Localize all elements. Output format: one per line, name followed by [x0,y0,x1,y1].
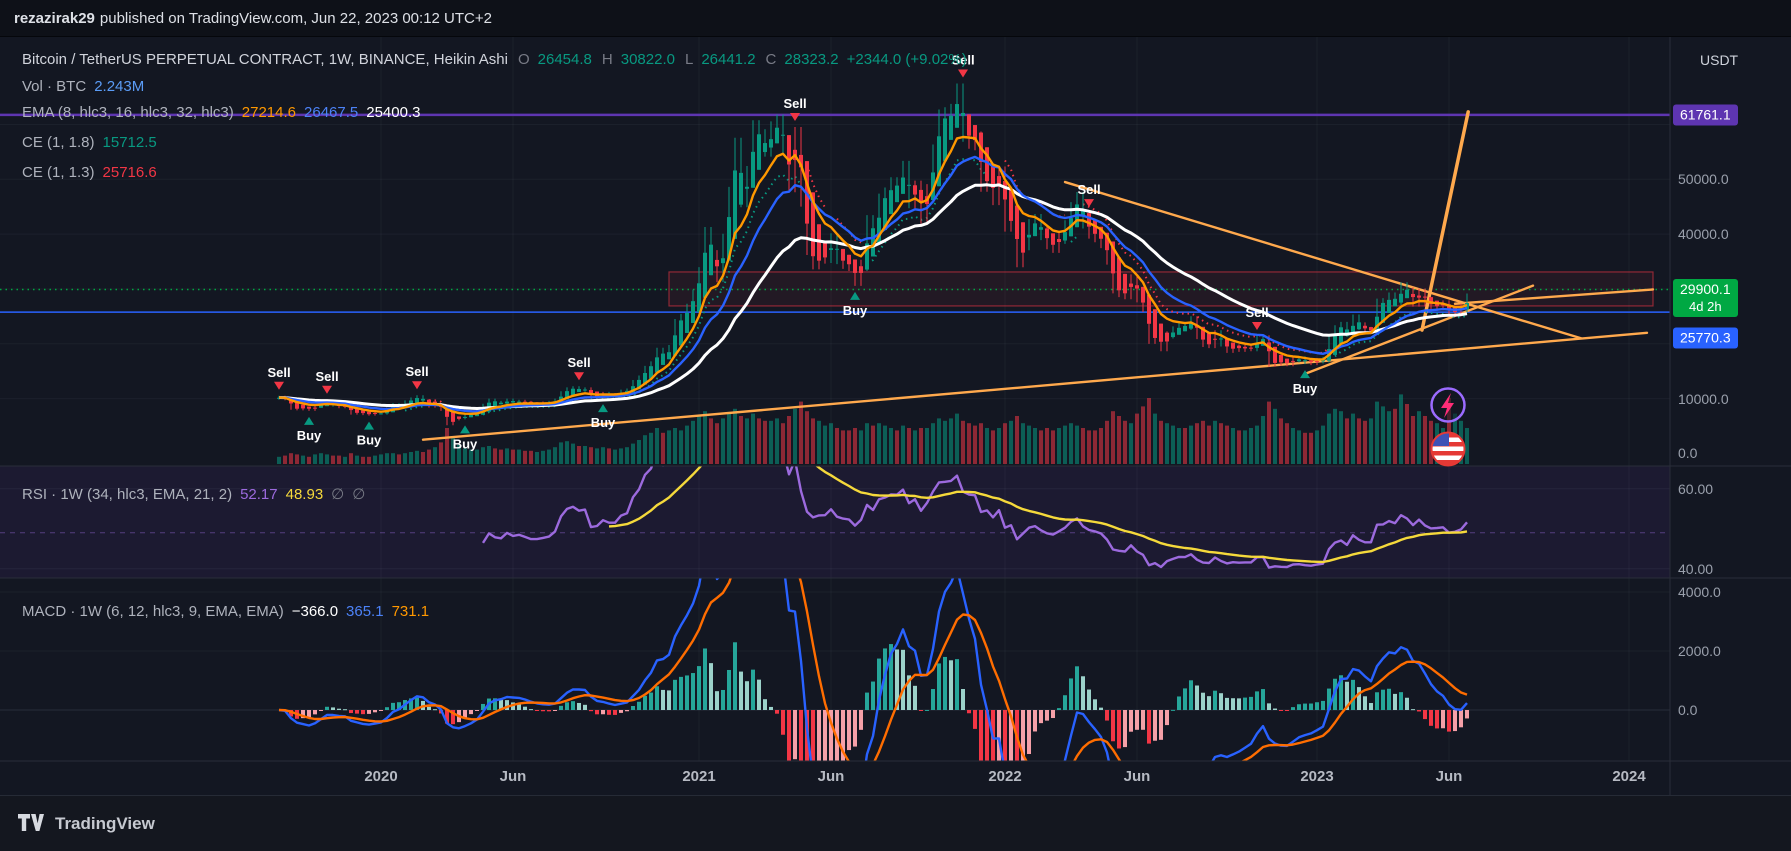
time-axis[interactable]: 2020 Jun 2021 Jun 2022 Jun 2023 Jun 2024 [0,761,1670,795]
ohlc-change-value: +2344.0 (+9.02%) [846,51,967,68]
rsi-legend[interactable]: RSI · 1W (34, hlc3, EMA, 21, 2) 52.17 48… [22,485,365,505]
ohlc-close-value: 28323.2 [784,51,839,68]
ohlc-low-key: L [684,51,694,68]
ce-short-legend[interactable]: CE (1, 1.3) 25716.6 [22,163,157,183]
svg-text:Buy: Buy [1293,381,1318,396]
ohlc-low-value: 26441.2 [701,51,756,68]
ohlc-high-key: H [601,51,613,68]
svg-text:Sell: Sell [315,369,338,384]
axis-currency-label: USDT [1700,52,1739,68]
volume-legend[interactable]: Vol · BTC 2.243M [22,77,144,97]
time-tick-jun20: Jun [499,768,527,785]
blue-line-price: 25770.3 [1680,329,1731,346]
svg-text:Buy: Buy [453,436,478,451]
rsi-extra-value-2: ∅ [352,486,366,503]
time-tick-2023: 2023 [1300,768,1334,785]
axis-label-40000: 40000.0 [1678,226,1729,242]
time-tick-2024: 2024 [1612,768,1646,785]
macd-hist-value: −366.0 [291,603,339,620]
ce-long-legend[interactable]: CE (1, 1.8) 15712.5 [22,133,157,153]
ohlc-open-value: 26454.8 [537,51,592,68]
footer-bar: TradingView [0,795,1791,851]
axis-badge-current-price[interactable]: 29900.1 4d 2h [1673,279,1738,317]
ce-long-label[interactable]: CE (1, 1.8) [22,134,95,151]
bar-countdown: 4d 2h [1689,299,1722,314]
usa-flag-sticker-icon[interactable] [1428,429,1468,469]
chart-canvas[interactable]: Sell Buy Sell Buy Sell Buy Sell Buy Sell Buy Sell S… [0,37,1791,795]
svg-text:Sell: Sell [1245,305,1268,320]
rsi-axis-label-40: 40.00 [1678,561,1714,577]
time-tick-jun21: Jun [817,768,845,785]
axis-badge-purple[interactable]: 61761.1 [1673,104,1738,126]
ema32-value: 25400.3 [366,104,421,121]
time-tick-jun23: Jun [1435,768,1463,785]
macd-legend[interactable]: MACD · 1W (6, 12, hlc3, 9, EMA, EMA) −36… [22,602,429,622]
tradingview-wordmark[interactable]: TradingView [55,813,155,833]
publisher-username[interactable]: rezazirak29 [14,9,95,27]
publish-info: published on TradingView.com, Jun 22, 20… [99,9,492,27]
ema-legend-label[interactable]: EMA (8, hlc3, 16, hlc3, 32, hlc3) [22,104,234,121]
svg-text:Buy: Buy [843,303,868,318]
purple-line-price: 61761.1 [1680,106,1731,123]
ema8-value: 27214.6 [241,104,297,121]
lightning-sticker-icon[interactable] [1428,385,1468,425]
symbol-title[interactable]: Bitcoin / TetherUS PERPETUAL CONTRACT, 1… [22,51,508,68]
ohlc-close-key: C [765,51,777,68]
svg-text:Buy: Buy [591,415,616,430]
price-axis[interactable]: USDT 50000.0 40000.0 10000.0 0.0 61761.1… [1670,37,1791,795]
macd-line-value: 365.1 [346,603,384,620]
svg-text:Sell: Sell [267,365,290,380]
ce-long-value: 15712.5 [102,134,157,151]
rsi-legend-label[interactable]: RSI · 1W (34, hlc3, EMA, 21, 2) [22,486,233,503]
ema16-value: 26467.5 [304,104,359,121]
svg-text:Sell: Sell [1077,182,1100,197]
time-tick-jun22: Jun [1123,768,1151,785]
svg-text:Sell: Sell [783,96,806,111]
svg-text:Sell: Sell [951,53,974,68]
axis-label-10000: 10000.0 [1678,391,1729,407]
svg-text:Sell: Sell [567,355,590,370]
publish-bar: rezazirak29 published on TradingView.com… [0,0,1791,37]
rsi-value: 52.17 [240,486,278,503]
ohlc-open-key: O [517,51,530,68]
volume-legend-label[interactable]: Vol · BTC [22,78,87,95]
svg-text:Buy: Buy [357,433,382,448]
svg-text:Sell: Sell [405,364,428,379]
macd-axis-label-0: 0.0 [1678,702,1698,718]
axis-label-0: 0.0 [1678,445,1698,461]
rsi-signal-value: 48.93 [285,486,324,503]
time-tick-2022: 2022 [988,768,1022,785]
rsi-axis-label-60: 60.00 [1678,481,1714,497]
ema-legend[interactable]: EMA (8, hlc3, 16, hlc3, 32, hlc3) 27214.… [22,103,420,123]
ohlc-high-value: 30822.0 [620,51,675,68]
tradingview-logo-icon[interactable] [18,814,45,833]
macd-legend-label[interactable]: MACD · 1W (6, 12, hlc3, 9, EMA, EMA) [22,603,284,620]
time-tick-2020: 2020 [364,768,398,785]
time-tick-2021: 2021 [682,768,716,785]
macd-axis-label-2000: 2000.0 [1678,643,1721,659]
ce-short-value: 25716.6 [102,164,157,181]
chart-area[interactable]: Sell Buy Sell Buy Sell Buy Sell Buy Sell Buy Sell S… [0,37,1791,795]
svg-text:Buy: Buy [297,428,322,443]
current-price: 29900.1 [1680,281,1731,297]
macd-axis-label-4000: 4000.0 [1678,584,1721,600]
macd-signal-value: 731.1 [391,603,430,620]
rsi-extra-value-1: ∅ [331,486,345,503]
ce-short-label[interactable]: CE (1, 1.3) [22,164,95,181]
symbol-legend[interactable]: Bitcoin / TetherUS PERPETUAL CONTRACT, 1… [22,50,967,70]
axis-badge-blue[interactable]: 25770.3 [1673,327,1738,349]
volume-legend-value: 2.243M [94,78,145,95]
axis-label-50000: 50000.0 [1678,171,1729,187]
